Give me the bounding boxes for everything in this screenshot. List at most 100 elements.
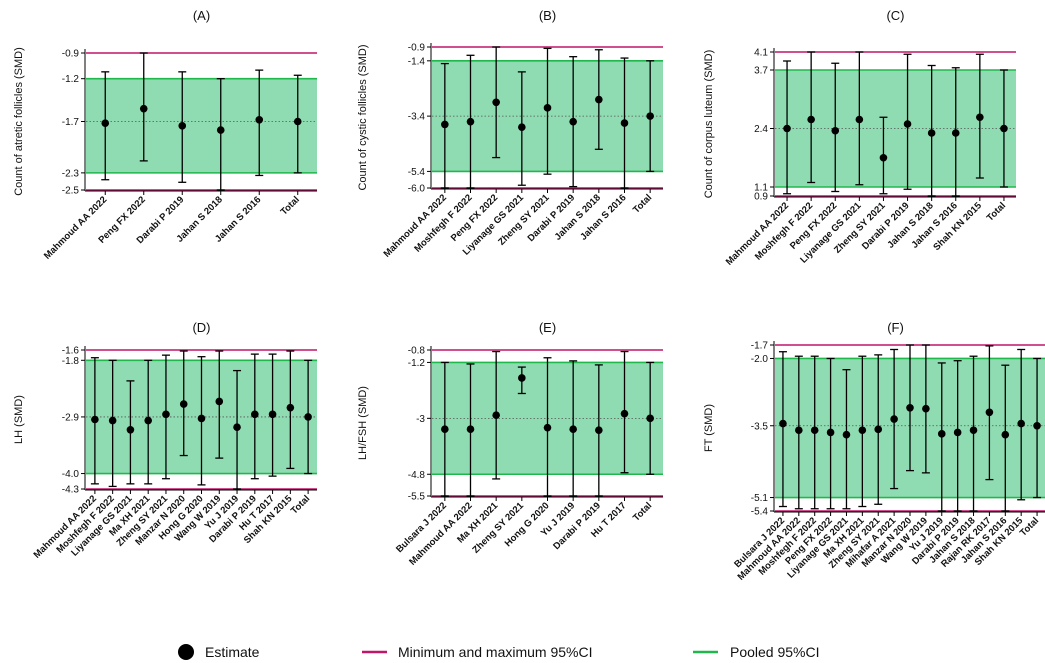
estimate-point xyxy=(1000,124,1008,133)
estimate-point xyxy=(874,425,883,434)
panel-title: (B) xyxy=(539,8,556,23)
estimate-point xyxy=(879,153,888,162)
estimate-point xyxy=(620,119,629,127)
estimate-point xyxy=(441,120,449,129)
y-tick-label: -4.8 xyxy=(408,470,426,481)
estimate-point xyxy=(233,423,241,432)
y-tick-label: -1.2 xyxy=(408,358,426,369)
estimate-point xyxy=(126,425,135,434)
estimate-point xyxy=(595,426,603,434)
estimate-point xyxy=(441,425,449,434)
y-axis-label: Count of corpus luteum (SMD) xyxy=(703,50,715,199)
chart-panel-3: (D)-1.6-1.8-2.9-4.0-4.3LH (SMD)Mahmoud A… xyxy=(13,320,317,561)
estimate-point xyxy=(810,426,819,435)
estimate-point xyxy=(807,115,815,124)
y-axis-label: Count of cystic follicles (SMD) xyxy=(357,44,369,190)
estimate-point xyxy=(293,117,302,126)
estimate-point xyxy=(268,410,277,419)
estimate-point xyxy=(543,423,552,432)
estimate-point xyxy=(108,416,117,425)
estimate-point xyxy=(826,428,835,437)
legend-minmax-label: Minimum and maximum 95%CI xyxy=(398,644,593,660)
legend: Estimate Minimum and maximum 95%CI Poole… xyxy=(178,644,820,660)
estimate-point xyxy=(927,129,936,137)
x-tick-label: Total xyxy=(631,500,654,523)
estimate-point xyxy=(646,414,654,423)
estimate-point xyxy=(251,410,259,419)
estimate-point xyxy=(890,415,898,423)
x-tick-label: Total xyxy=(279,194,302,217)
chart-panel-1: (B) -0.9 -1.4 -3.4 -5.4 -6.0 Count of cystic f… xyxy=(357,8,663,260)
panel-title: (E) xyxy=(539,320,556,335)
estimate-point xyxy=(569,117,577,126)
chart-panels: (A) -0.9 -1.2 -1.7 -2.3 -2.5 Count of atretic … xyxy=(13,8,1045,583)
y-tick-label: -3.4 xyxy=(408,112,426,123)
legend-pooled-label: Pooled 95%CI xyxy=(730,644,820,660)
estimate-point xyxy=(178,121,187,130)
x-tick-label: Total xyxy=(289,493,312,516)
estimate-point xyxy=(101,119,110,128)
x-tick-label: Total xyxy=(985,200,1008,223)
estimate-point xyxy=(569,425,577,434)
legend-estimate-label: Estimate xyxy=(205,644,260,660)
estimate-point xyxy=(922,404,930,413)
y-tick-label: 0.9 xyxy=(754,192,768,203)
estimate-point xyxy=(779,419,787,428)
y-tick-label: -2.3 xyxy=(62,168,80,179)
y-tick-label: 4.1 xyxy=(754,48,768,59)
estimate-point xyxy=(91,415,99,424)
y-tick-label: -1.7 xyxy=(62,117,80,128)
estimate-point xyxy=(951,129,960,137)
y-axis-label: FT (SMD) xyxy=(703,404,715,452)
y-tick-label: 2.4 xyxy=(754,124,768,135)
x-tick-label: Total xyxy=(1018,515,1041,538)
estimate-point xyxy=(1001,430,1010,439)
y-axis-label: LH/FSH (SMD) xyxy=(357,386,369,460)
estimate-point xyxy=(646,112,654,120)
panel-title: (D) xyxy=(192,320,210,335)
y-axis-label: LH (SMD) xyxy=(13,395,25,444)
y-tick-label: -0.9 xyxy=(62,49,80,60)
estimate-point xyxy=(543,104,552,112)
estimate-point xyxy=(855,115,864,124)
estimate-point xyxy=(969,426,978,435)
estimate-point xyxy=(255,115,264,124)
estimate-point xyxy=(595,95,603,104)
estimate-point xyxy=(795,426,803,435)
estimate-point xyxy=(783,124,791,133)
y-tick-label: -5.4 xyxy=(408,167,426,178)
estimate-point xyxy=(304,413,312,421)
estimate-point xyxy=(162,410,170,419)
y-tick-label: -1.8 xyxy=(62,356,80,367)
pooled-ci-band xyxy=(86,78,317,173)
estimate-point xyxy=(466,425,475,434)
estimate-point xyxy=(831,126,840,135)
y-tick-label: -5.4 xyxy=(751,507,769,518)
chart-panel-2: (C) 4.1 3.7 2.4 1.10.9 Count of corpus luteum… xyxy=(703,8,1016,268)
y-tick-label: -1.2 xyxy=(62,74,80,85)
legend-estimate-marker xyxy=(178,644,194,660)
estimate-point xyxy=(903,120,912,128)
estimate-point xyxy=(976,113,984,122)
y-tick-label: -3.5 xyxy=(751,421,769,432)
estimate-point xyxy=(518,123,526,131)
y-tick-label: -6.0 xyxy=(408,184,426,195)
y-tick-label: -1.6 xyxy=(62,346,80,357)
estimate-point xyxy=(144,416,152,425)
y-tick-label: 3.7 xyxy=(754,66,768,77)
x-tick-label: Mahmoud AA 2022 xyxy=(42,194,109,261)
estimate-point xyxy=(286,403,295,412)
estimate-point xyxy=(466,117,475,126)
estimate-point xyxy=(620,409,629,418)
y-tick-label: -3 xyxy=(416,414,425,425)
y-tick-label: -5.5 xyxy=(408,492,426,503)
panel-title: (F) xyxy=(887,320,904,335)
x-tick-label: Total xyxy=(631,192,654,215)
y-tick-label: -1.4 xyxy=(408,56,426,67)
y-tick-label: -2.0 xyxy=(751,354,769,365)
estimate-point xyxy=(139,104,148,113)
estimate-point xyxy=(1033,421,1041,430)
estimate-point xyxy=(906,404,914,412)
estimate-point xyxy=(492,98,500,107)
